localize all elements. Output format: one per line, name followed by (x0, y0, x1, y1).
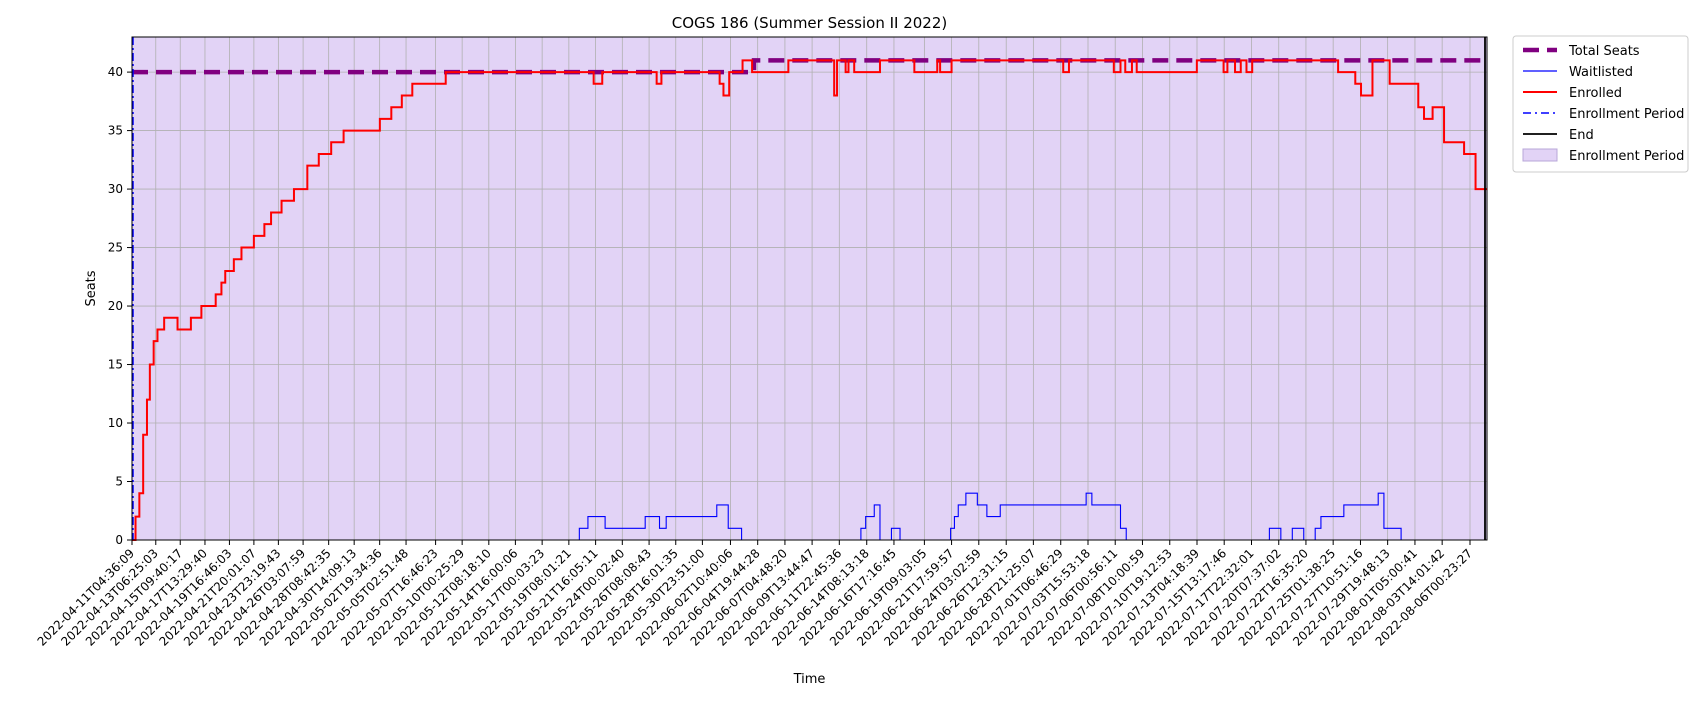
y-axis-label: Seats (84, 270, 99, 306)
y-tick-label: 30 (108, 182, 123, 196)
series-total-seats-line (132, 58, 1487, 75)
chart-title: COGS 186 (Summer Session II 2022) (672, 14, 948, 32)
plot-area: 05101520253035402022-04-11T04:36:092022-… (35, 36, 1488, 649)
legend-label: Waitlisted (1569, 65, 1633, 80)
y-tick-label: 5 (115, 475, 123, 489)
enrollment-period-shading (132, 37, 1487, 540)
x-axis-label: Time (793, 672, 826, 687)
legend-swatch-enrollment-period-patch (1522, 148, 1558, 162)
legend-label: Enrolled (1569, 86, 1622, 101)
plot-frame (131, 36, 1488, 541)
y-tick-label: 25 (108, 241, 123, 255)
series-enrolled-line (132, 59, 1487, 541)
legend-box (1512, 35, 1689, 173)
y-tick-label: 10 (108, 416, 123, 430)
series-waitlisted-line (132, 492, 1487, 541)
legend-label: End (1569, 128, 1594, 143)
legend-label: Enrollment Period (1569, 107, 1684, 122)
y-tick-label: 15 (108, 358, 123, 372)
y-tick-label: 0 (115, 533, 123, 547)
y-tick-label: 40 (108, 65, 123, 79)
y-tick-label: 20 (108, 299, 123, 313)
legend-label: Total Seats (1568, 44, 1640, 59)
legend-label: Enrollment Period (1569, 149, 1684, 164)
y-tick-label: 35 (108, 124, 123, 138)
legend: Total Seats Waitlisted Enrolled Enrollment … (1512, 35, 1689, 173)
